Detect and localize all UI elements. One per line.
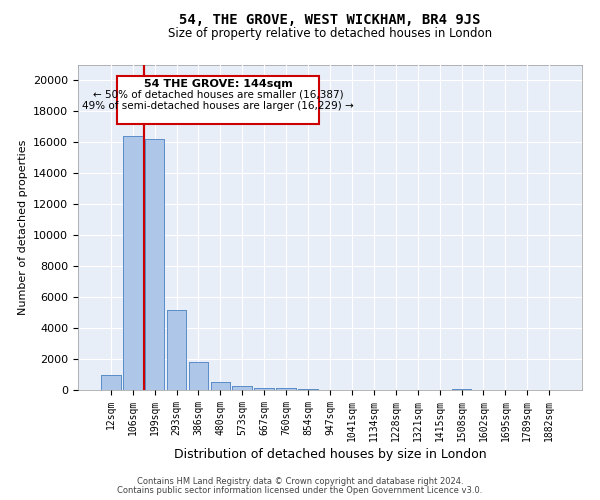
- Bar: [211, 382, 230, 390]
- Bar: [101, 374, 121, 390]
- Bar: [276, 388, 296, 390]
- Bar: [298, 389, 318, 390]
- Bar: [452, 389, 472, 390]
- Bar: [123, 136, 143, 390]
- Text: Contains public sector information licensed under the Open Government Licence v3: Contains public sector information licen…: [118, 486, 482, 495]
- Bar: [232, 386, 252, 390]
- Text: ← 50% of detached houses are smaller (16,387): ← 50% of detached houses are smaller (16…: [93, 90, 344, 100]
- Text: 54 THE GROVE: 144sqm: 54 THE GROVE: 144sqm: [144, 79, 293, 89]
- Text: 54, THE GROVE, WEST WICKHAM, BR4 9JS: 54, THE GROVE, WEST WICKHAM, BR4 9JS: [179, 12, 481, 26]
- Y-axis label: Number of detached properties: Number of detached properties: [17, 140, 28, 315]
- Bar: [167, 310, 187, 390]
- X-axis label: Distribution of detached houses by size in London: Distribution of detached houses by size …: [173, 448, 487, 461]
- Text: Size of property relative to detached houses in London: Size of property relative to detached ho…: [168, 28, 492, 40]
- Bar: [298, 389, 318, 390]
- Bar: [452, 389, 472, 390]
- Text: Contains HM Land Registry data © Crown copyright and database right 2024.: Contains HM Land Registry data © Crown c…: [137, 477, 463, 486]
- FancyBboxPatch shape: [118, 76, 319, 124]
- Bar: [123, 136, 143, 390]
- Bar: [276, 388, 296, 390]
- Bar: [145, 140, 164, 390]
- Bar: [188, 362, 208, 390]
- Bar: [211, 382, 230, 390]
- Bar: [101, 374, 121, 390]
- Bar: [254, 388, 274, 390]
- Bar: [145, 140, 164, 390]
- Bar: [254, 388, 274, 390]
- Bar: [232, 386, 252, 390]
- Text: 49% of semi-detached houses are larger (16,229) →: 49% of semi-detached houses are larger (…: [82, 102, 354, 112]
- Bar: [188, 362, 208, 390]
- Bar: [167, 310, 187, 390]
